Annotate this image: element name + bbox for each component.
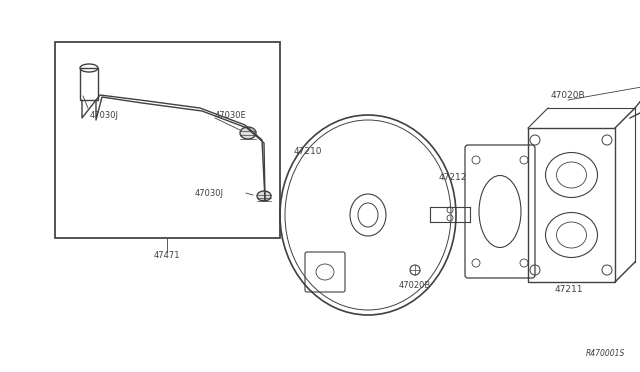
Text: 47211: 47211	[555, 285, 584, 295]
Text: 47030J: 47030J	[90, 110, 119, 119]
Text: 47020B: 47020B	[399, 280, 431, 289]
Text: 47020B: 47020B	[550, 90, 586, 99]
Ellipse shape	[257, 191, 271, 201]
Text: 47210: 47210	[294, 148, 323, 157]
Text: 47471: 47471	[154, 251, 180, 260]
Text: 47030E: 47030E	[215, 110, 247, 119]
Text: 47212: 47212	[439, 173, 467, 183]
Bar	[55, 42, 280, 238]
Text: 47030J: 47030J	[195, 189, 224, 198]
Text: R470001S: R470001S	[586, 349, 625, 358]
Ellipse shape	[240, 127, 256, 139]
